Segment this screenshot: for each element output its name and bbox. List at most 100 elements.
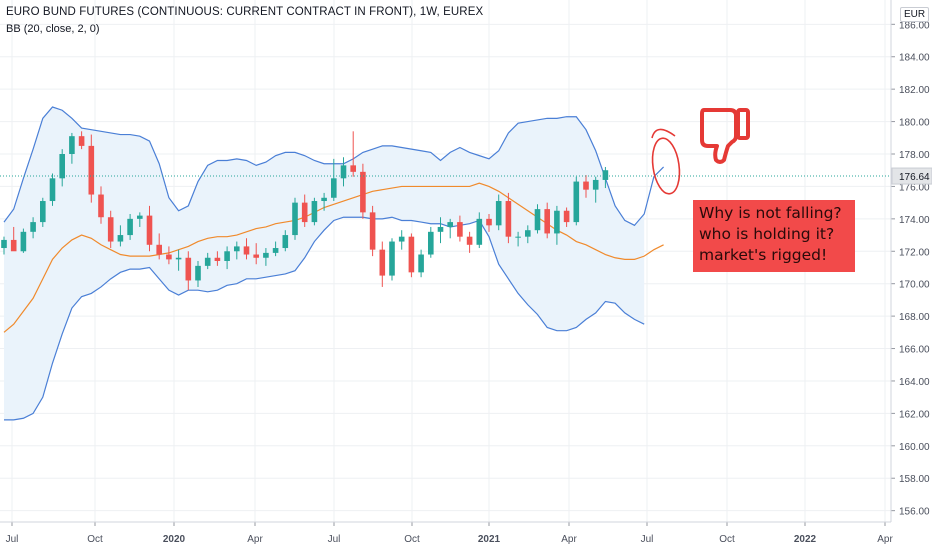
time-tick-label: 2021 [478, 534, 501, 545]
candle-body [408, 236, 415, 273]
price-tick-label: 176.00 [899, 182, 930, 193]
candle-body [107, 217, 114, 242]
candle-body [525, 230, 531, 237]
price-tick-label: 162.00 [899, 409, 930, 420]
bb-lower-line [4, 216, 645, 421]
price-tick-label: 172.00 [899, 247, 930, 258]
candle-body [234, 246, 240, 252]
time-tick-label: Apr [877, 534, 893, 545]
candle-body [185, 257, 192, 281]
candle-body [195, 265, 201, 281]
note-line-3: market's rigged! [699, 246, 828, 264]
currency-badge[interactable]: EUR [900, 7, 930, 22]
price-tick-label: 166.00 [899, 345, 930, 356]
candle-body [573, 181, 580, 223]
candle-body [583, 181, 589, 190]
price-tick-label: 184.00 [899, 53, 930, 64]
time-tick-label: Oct [719, 534, 735, 545]
candle-body [49, 178, 56, 202]
candle-body [350, 165, 356, 172]
candle-body [156, 244, 162, 255]
note-line-2: who is holding it? [699, 225, 835, 243]
candle-body [592, 179, 599, 190]
candle-body [127, 218, 133, 236]
candle-body [505, 201, 512, 237]
price-tick-label: 182.00 [899, 85, 930, 96]
candle-body [253, 254, 259, 258]
candle-body [534, 209, 541, 231]
candle-body [457, 222, 463, 237]
candle-body [166, 254, 172, 260]
candle-body [224, 251, 230, 261]
time-tick-label: 2022 [794, 534, 817, 545]
price-tick-label: 164.00 [899, 377, 930, 388]
bollinger-bands [3, 106, 665, 421]
candle-body [243, 246, 250, 255]
candle-body [447, 222, 453, 227]
candle-body [398, 236, 405, 242]
price-tick-label: 156.00 [899, 507, 930, 518]
indicator-legend[interactable]: BB (20, close, 2, 0) [6, 23, 100, 35]
chart-title[interactable]: EURO BUND FUTURES (CONTINUOUS: CURRENT C… [6, 6, 484, 18]
time-tick-label: Jul [6, 534, 19, 545]
candle-body [554, 210, 560, 234]
time-tick-label: Jul [328, 534, 341, 545]
candle-body [495, 201, 502, 226]
price-tick-label: 170.00 [899, 280, 930, 291]
highlight-circle [651, 137, 681, 195]
candle-body [69, 136, 75, 155]
candle-body [59, 154, 65, 179]
candle-body [379, 249, 386, 276]
price-tick-label: 186.00 [899, 20, 930, 31]
candle-body [78, 136, 85, 146]
last-price-box [891, 167, 932, 185]
candle-body [476, 218, 483, 245]
candle-body [466, 236, 473, 245]
candle-body [428, 231, 434, 255]
thumbs-down-icon [700, 108, 750, 164]
candle-body [369, 212, 376, 250]
candle-body [214, 257, 221, 261]
note-line-1: Why is not falling? [699, 204, 842, 222]
candle-body [437, 226, 444, 232]
candle-body [40, 201, 46, 223]
candle-body [175, 257, 182, 260]
candle-body [292, 202, 298, 236]
candle-body [98, 194, 104, 218]
time-tick-label: Apr [561, 534, 577, 545]
candle-body [272, 248, 279, 253]
time-tick-label: 2020 [163, 534, 186, 545]
time-tick-label: Oct [404, 534, 420, 545]
candle-body [515, 236, 521, 238]
price-tick-label: 178.00 [899, 150, 930, 161]
candle-body [88, 145, 95, 195]
candle-body [311, 201, 318, 223]
candle-body [30, 222, 36, 232]
candle-body [602, 170, 609, 180]
price-tick-label: 168.00 [899, 312, 930, 323]
candle-body [117, 235, 124, 242]
highlight-circle-stroke [651, 128, 676, 139]
candle-body [418, 254, 424, 273]
last-price-label: 176.64 [899, 172, 930, 183]
candle-body [331, 178, 337, 198]
candle-body [282, 235, 289, 249]
price-tick-label: 160.00 [899, 442, 930, 453]
bb-basis-line [3, 182, 664, 333]
candle-body [1, 239, 7, 249]
annotation-circle [651, 128, 681, 195]
candle-body [321, 197, 327, 202]
candle-body [360, 171, 366, 213]
candle-body [389, 241, 395, 276]
candle-body [146, 215, 153, 245]
candle-body [486, 218, 492, 226]
time-tick-label: Jul [641, 534, 654, 545]
price-tick-label: 174.00 [899, 215, 930, 226]
time-tick-label: Oct [87, 534, 103, 545]
candle-body [544, 209, 550, 234]
candle-body [204, 257, 211, 266]
candle-body [563, 210, 570, 223]
